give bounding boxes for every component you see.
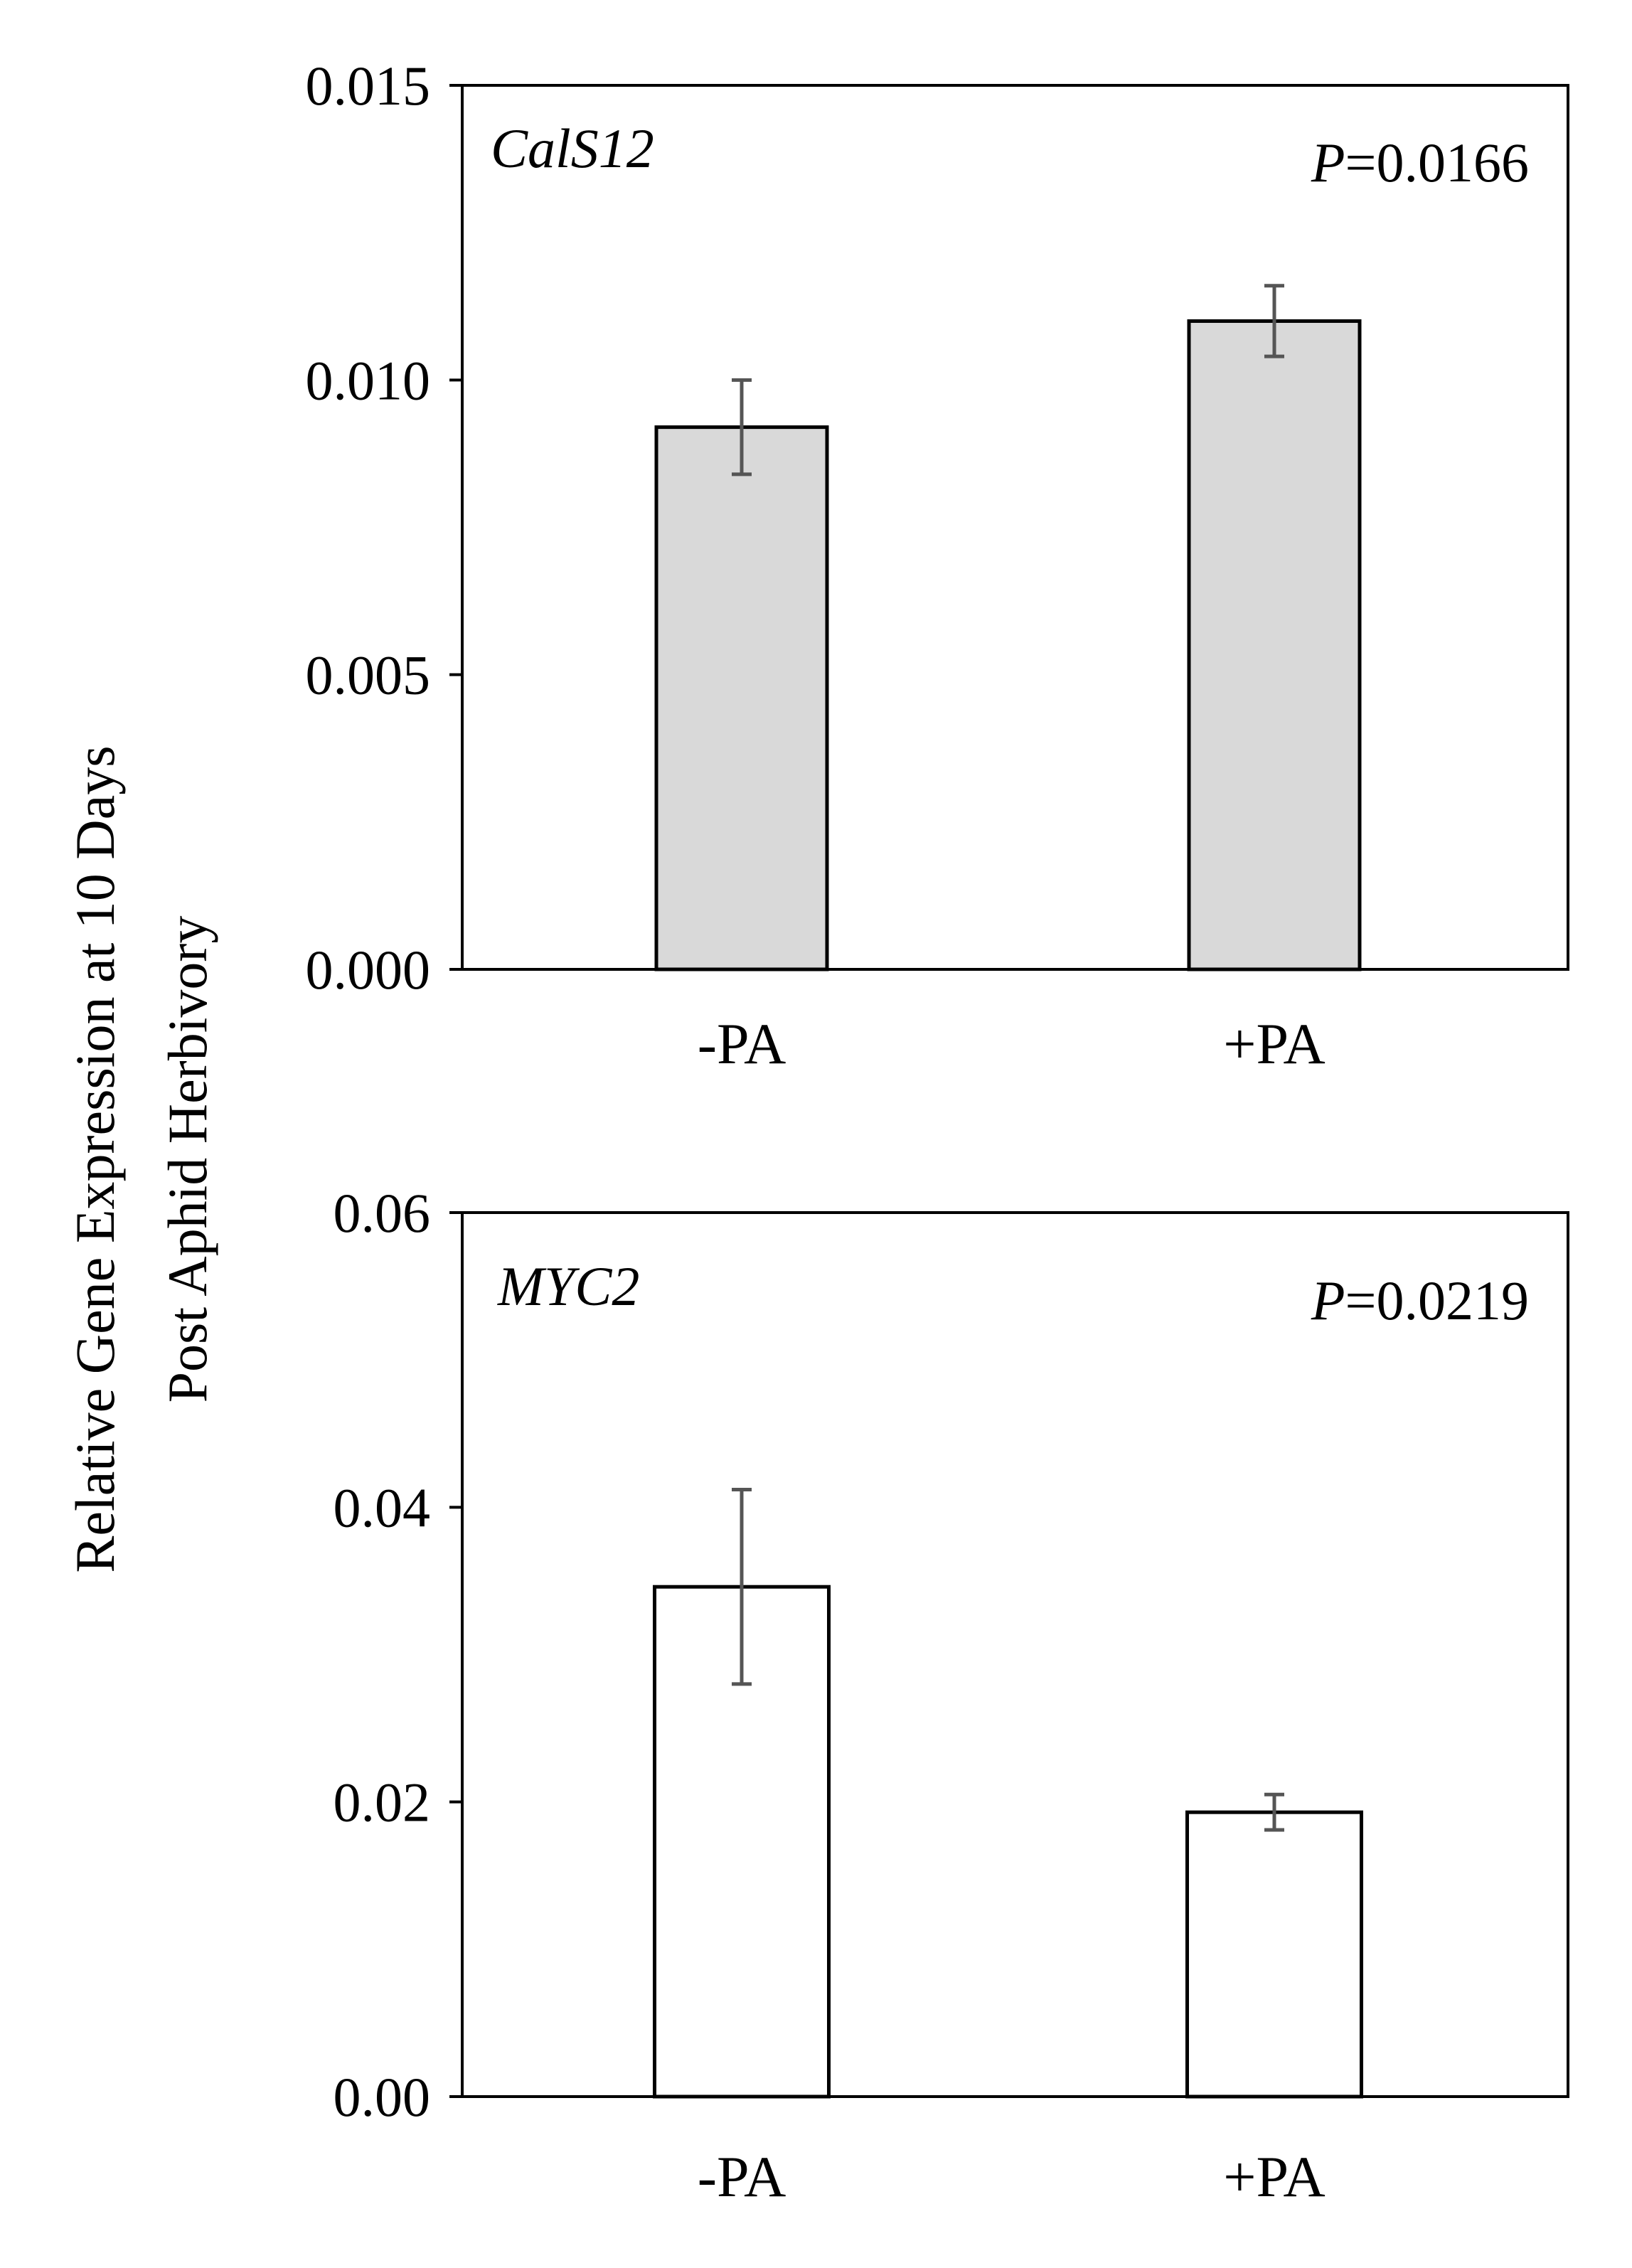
y-tick-label: 0.015 — [306, 55, 431, 117]
gene-label: MYC2 — [497, 1255, 639, 1317]
x-tick-label-minus-pa: -PA — [698, 2144, 786, 2209]
plot-frame — [461, 1211, 1569, 2098]
x-tick-label-plus-pa: +PA — [1223, 1011, 1326, 1076]
chart-panel-myc2: MYC2 P=0.0219 0.00 0.02 0.04 0.06 -PA +PA — [334, 1182, 1569, 2209]
bar-plus-pa — [1187, 319, 1362, 971]
gene-label: CalS12 — [491, 117, 654, 179]
chart-panel-cals12: CalS12 P=0.0166 0.000 0.005 0.010 0.015 -PA… — [306, 55, 1569, 1076]
y-axis-label-line1: Relative Gene Expression at 10 Days — [64, 745, 126, 1572]
x-tick-label-minus-pa: -PA — [698, 1011, 786, 1076]
y-axis-label-line2: Post Aphid Herbivory — [156, 916, 218, 1403]
y-tick-label: 0.00 — [334, 2066, 431, 2128]
y-tick-label: 0.06 — [334, 1182, 431, 1244]
bar-minus-pa — [654, 425, 829, 971]
y-tick-label: 0.02 — [334, 1772, 431, 1833]
y-tick-label: 0.010 — [306, 349, 431, 411]
p-value-label: P=0.0219 — [1311, 1269, 1529, 1331]
y-tick-label: 0.005 — [306, 644, 431, 706]
y-tick-label: 0.000 — [306, 939, 431, 1001]
x-tick-label-plus-pa: +PA — [1223, 2144, 1326, 2209]
y-tick-label: 0.04 — [334, 1476, 431, 1538]
p-value-label: P=0.0166 — [1311, 132, 1529, 193]
bar-plus-pa — [1185, 1810, 1363, 2099]
plot-frame — [461, 84, 1569, 971]
